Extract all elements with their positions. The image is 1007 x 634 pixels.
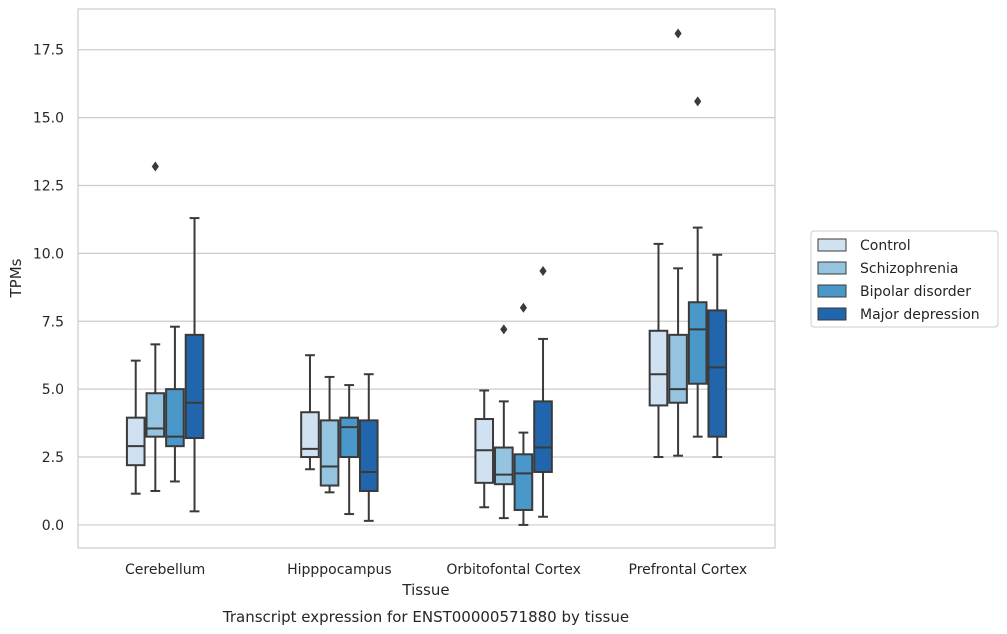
y-tick-label: 5.0 (42, 382, 64, 398)
box (494, 446, 514, 486)
box (145, 392, 166, 438)
box (319, 419, 340, 487)
box-groups (125, 28, 728, 526)
legend-label: Major depression (860, 307, 980, 323)
box (165, 388, 185, 448)
x-tick-label: Cerebellum (125, 562, 205, 578)
y-tick-label: 7.5 (42, 314, 64, 330)
legend-label: Control (860, 238, 911, 254)
legend-swatch (817, 238, 847, 252)
outlier-point (539, 266, 547, 277)
box (513, 453, 534, 511)
box (339, 416, 359, 459)
x-tick-label: Hipppocampus (287, 562, 392, 578)
y-tick-label: 15.0 (33, 111, 64, 127)
y-axis-label: TPMs (7, 258, 25, 298)
outlier-point (694, 96, 702, 107)
box (707, 309, 728, 438)
box (300, 411, 320, 459)
plot-frame (77, 8, 776, 549)
x-tick-label: Orbitofontal Cortex (446, 562, 581, 578)
box-group (300, 354, 379, 522)
y-tick-label: 17.5 (33, 43, 64, 59)
box (533, 400, 553, 473)
grid-lines (78, 49, 775, 526)
box (358, 419, 379, 492)
y-tick-label: 0.0 (42, 518, 64, 534)
legend-label: Schizophrenia (860, 261, 958, 277)
y-tick-label: 12.5 (33, 178, 64, 194)
legend: Control Schizophrenia Bipolar disorder Majo… (810, 230, 999, 328)
box (125, 416, 146, 467)
box-group (125, 161, 205, 513)
legend-label: Bipolar disorder (860, 284, 971, 300)
box (687, 301, 708, 385)
chart-caption: Transcript expression for ENST0000057188… (222, 608, 629, 626)
y-tick-label: 10.0 (33, 246, 64, 262)
outlier-point (674, 28, 682, 39)
outlier-point (151, 161, 159, 172)
outlier-point (500, 324, 508, 335)
legend-frame (810, 230, 999, 328)
legend-swatch (817, 284, 847, 298)
box-group (648, 28, 728, 459)
box (184, 333, 205, 440)
box (668, 333, 688, 404)
box (648, 329, 669, 407)
x-tick-label: Prefrontal Cortex (629, 562, 748, 578)
y-tick-label: 2.5 (42, 450, 64, 466)
x-tick-labels: Cerebellum Hipppocampus Orbitofontal Corte… (125, 562, 747, 578)
outlier-point (519, 302, 528, 313)
x-axis-label: Tissue (401, 581, 449, 599)
legend-swatch (817, 261, 847, 275)
box-group (474, 266, 553, 526)
legend-swatch (817, 307, 847, 321)
y-tick-labels: 0.0 2.5 5.0 7.5 10.0 12.5 15.0 17.5 (33, 43, 64, 534)
